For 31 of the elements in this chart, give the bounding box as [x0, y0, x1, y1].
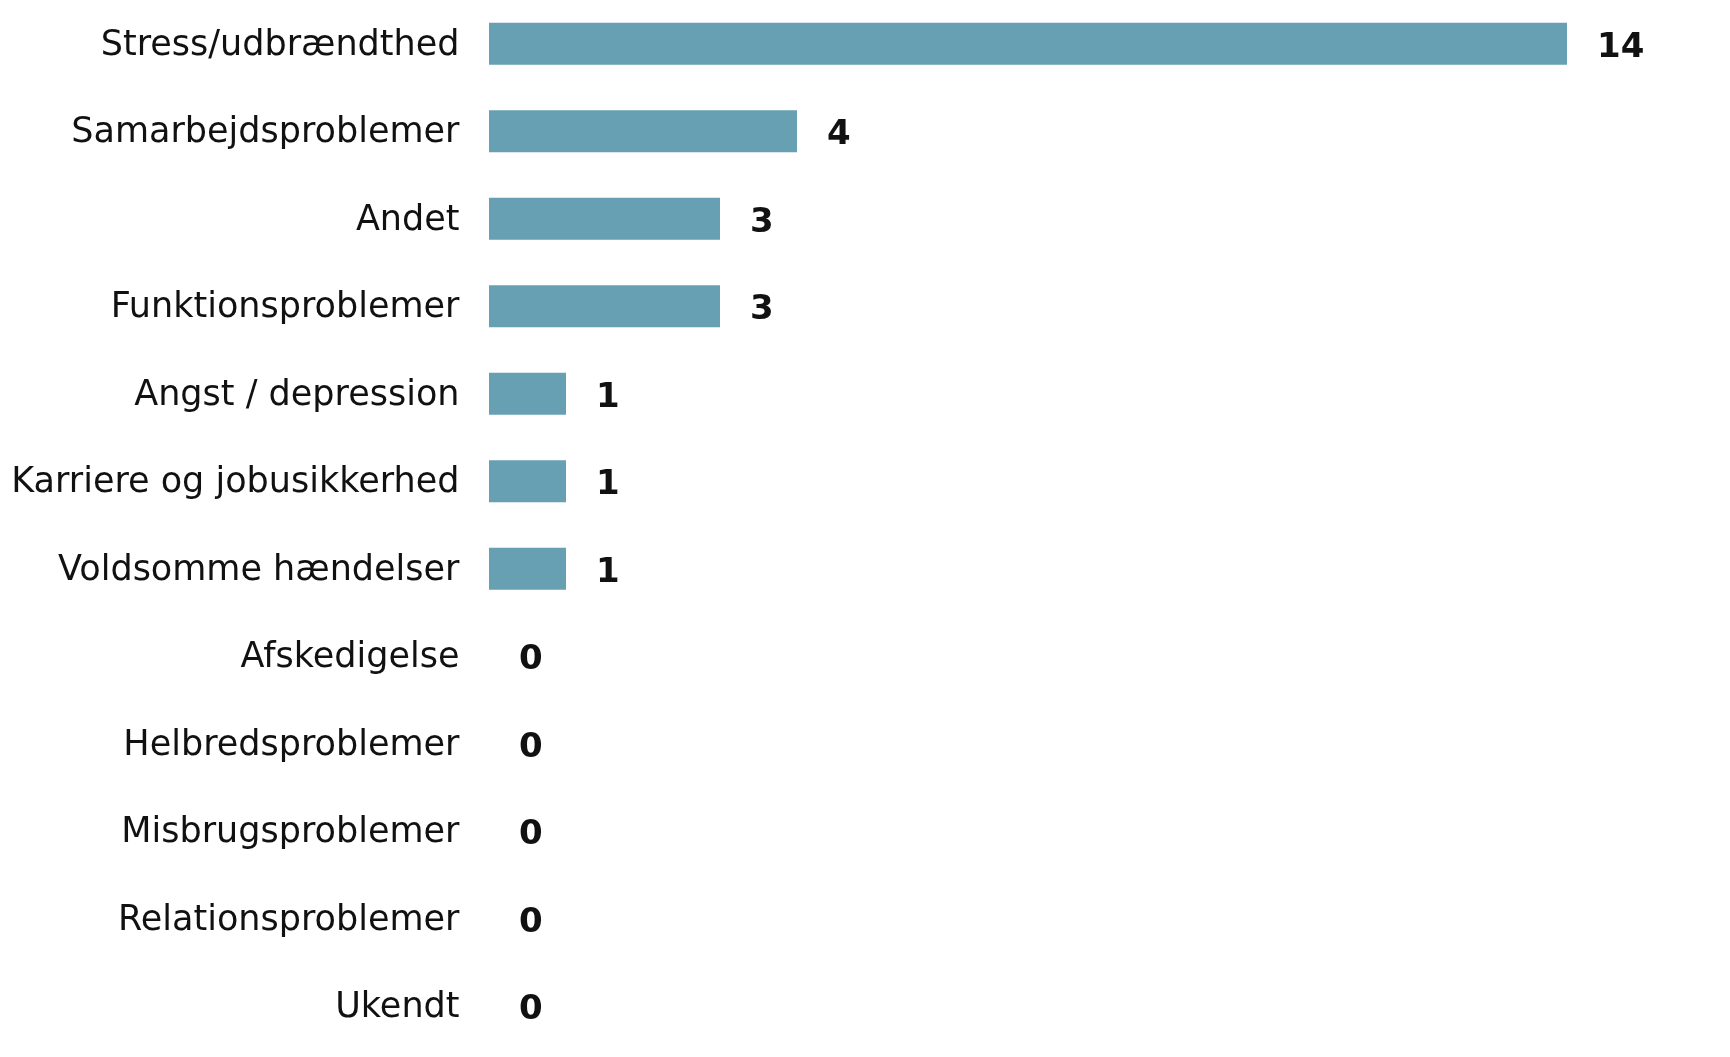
bar [489, 197, 720, 240]
y-tick-label: Karriere og jobusikkerhed [11, 460, 460, 501]
bar [489, 22, 1567, 65]
data-label: 0 [519, 987, 543, 1028]
y-tick-label: Angst / depression [134, 372, 460, 413]
bar [489, 372, 566, 415]
bar [489, 547, 566, 590]
data-label: 0 [519, 899, 543, 940]
data-label: 1 [596, 374, 620, 415]
data-label: 1 [596, 549, 620, 590]
data-label: 14 [1597, 24, 1645, 65]
data-label: 3 [750, 287, 774, 328]
data-label: 0 [519, 812, 543, 853]
y-tick-label: Samarbejdsproblemer [71, 110, 461, 151]
y-tick-label: Helbredsproblemer [123, 722, 461, 763]
bar [489, 285, 720, 328]
y-tick-label: Funktionsproblemer [110, 285, 461, 326]
y-tick-label: Stress/udbrændthed [100, 22, 460, 63]
data-label: 3 [750, 199, 774, 240]
data-label: 1 [596, 462, 620, 503]
bar [489, 110, 797, 153]
data-label: 4 [827, 112, 851, 153]
y-tick-label: Relationsproblemer [118, 897, 461, 938]
y-tick-label: Afskedigelse [240, 635, 460, 676]
data-label: 0 [519, 637, 543, 678]
y-tick-label: Andet [355, 197, 460, 238]
y-tick-label: Ukendt [335, 985, 460, 1026]
bar [489, 460, 566, 503]
y-tick-label: Voldsomme hændelser [58, 547, 461, 588]
y-tick-label: Misbrugsproblemer [121, 810, 461, 851]
data-label: 0 [519, 724, 543, 765]
